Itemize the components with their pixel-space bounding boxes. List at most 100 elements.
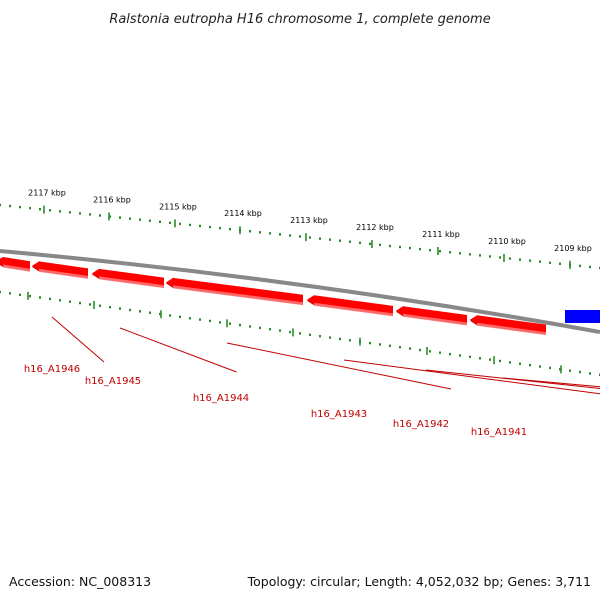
minor-tick	[359, 241, 361, 244]
neighbor-genes	[565, 310, 600, 323]
scale-labels: 2117 kbp 2116 kbp 2115 kbp 2114 kbp 2113 kbp…	[28, 189, 592, 253]
scale-tick-label: 2111 kbp	[422, 230, 460, 239]
gene-label[interactable]: h16_A1943	[311, 409, 367, 420]
minor-tick	[339, 337, 341, 341]
minor-tick	[529, 259, 531, 262]
scale-tick-label: 2117 kbp	[28, 189, 66, 198]
minor-tick	[19, 293, 21, 296]
minor-tick	[379, 243, 381, 247]
minor-tick	[479, 254, 481, 257]
minor-tick	[489, 358, 491, 361]
minor-tick	[559, 262, 561, 265]
minor-tick	[179, 315, 181, 319]
minor-tick	[209, 319, 211, 323]
minor-tick	[149, 311, 151, 314]
gene-leader-line	[51, 316, 105, 363]
gene-arrow[interactable]	[92, 268, 164, 289]
minor-tick	[129, 308, 131, 312]
gene-label[interactable]: h16_A1944	[193, 393, 249, 404]
minor-tick	[319, 334, 321, 338]
minor-tick	[259, 231, 261, 234]
chromosome-backbone	[0, 249, 600, 334]
minor-tick	[139, 310, 141, 313]
minor-tick	[99, 214, 101, 217]
minor-tick	[109, 215, 111, 218]
minor-tick	[379, 343, 381, 346]
minor-tick	[509, 361, 511, 364]
minor-tick	[339, 239, 341, 242]
minor-tick	[469, 253, 471, 256]
minor-tick	[439, 351, 441, 354]
gene-arrow[interactable]	[470, 315, 546, 336]
minor-tick	[249, 230, 251, 233]
neighbor-gene-blue[interactable]	[565, 310, 600, 323]
minor-tick	[79, 301, 81, 305]
minor-tick	[219, 321, 221, 324]
minor-tick	[389, 244, 391, 248]
minor-tick	[459, 354, 461, 357]
minor-tick	[269, 232, 271, 235]
minor-tick	[549, 261, 551, 264]
minor-tick	[279, 329, 281, 332]
minor-tick	[439, 250, 441, 253]
scale-tick-label: 2114 kbp	[224, 209, 262, 218]
gene-label[interactable]: h16_A1941	[471, 427, 527, 438]
minor-tick	[0, 203, 1, 207]
scale-tick-label: 2110 kbp	[488, 237, 526, 246]
minor-tick	[349, 240, 351, 243]
minor-tick	[69, 211, 71, 214]
accession-text: Accession: NC_008313	[9, 574, 151, 589]
minor-tick	[489, 255, 491, 258]
gene-arrow[interactable]	[32, 261, 88, 279]
minor-tick	[329, 238, 331, 241]
gene-arrow[interactable]	[166, 277, 303, 306]
map-title: Ralstonia eutropha H16 chromosome 1, com…	[109, 12, 490, 27]
minor-tick	[9, 292, 11, 295]
outer-scale-ticks	[0, 203, 600, 270]
minor-tick	[259, 326, 261, 330]
minor-tick	[189, 317, 191, 320]
gene-label[interactable]: h16_A1942	[393, 419, 449, 430]
minor-tick	[519, 258, 521, 261]
scale-tick-label: 2109 kbp	[554, 244, 592, 253]
gene-label[interactable]: h16_A1945	[85, 376, 141, 387]
minor-tick	[149, 219, 151, 222]
minor-tick	[79, 212, 81, 215]
minor-tick	[229, 322, 231, 325]
minor-tick	[179, 222, 181, 226]
summary-text: Topology: circular; Length: 4,052,032 bp…	[247, 574, 591, 589]
minor-tick	[499, 359, 501, 363]
minor-tick	[89, 303, 91, 306]
minor-tick	[539, 365, 541, 368]
gene-arrow[interactable]	[0, 257, 30, 272]
minor-tick	[39, 208, 41, 211]
minor-tick	[169, 221, 171, 225]
minor-tick	[199, 224, 201, 228]
minor-tick	[209, 225, 211, 229]
minor-tick	[429, 248, 431, 252]
minor-tick	[219, 226, 221, 230]
minor-tick	[289, 330, 291, 334]
gene-arrow[interactable]	[307, 295, 393, 317]
inner-scale-ticks	[0, 290, 600, 376]
gene-leader-line	[119, 327, 237, 373]
minor-tick	[559, 368, 561, 371]
gene-leader-line	[226, 342, 452, 390]
gene-arrow[interactable]	[396, 306, 467, 326]
minor-tick	[159, 220, 161, 223]
minor-tick	[159, 312, 161, 316]
minor-tick	[309, 333, 311, 336]
minor-tick	[449, 251, 451, 254]
minor-tick	[269, 328, 271, 331]
minor-tick	[69, 300, 71, 303]
minor-tick	[249, 325, 251, 328]
minor-tick	[479, 357, 481, 360]
minor-tick	[59, 299, 61, 302]
minor-tick	[419, 247, 421, 251]
gene-label[interactable]: h16_A1946	[24, 364, 80, 375]
minor-tick	[199, 318, 201, 321]
minor-tick	[419, 348, 421, 352]
minor-tick	[39, 296, 41, 299]
minor-tick	[119, 216, 121, 219]
scale-tick-label: 2113 kbp	[290, 216, 328, 225]
